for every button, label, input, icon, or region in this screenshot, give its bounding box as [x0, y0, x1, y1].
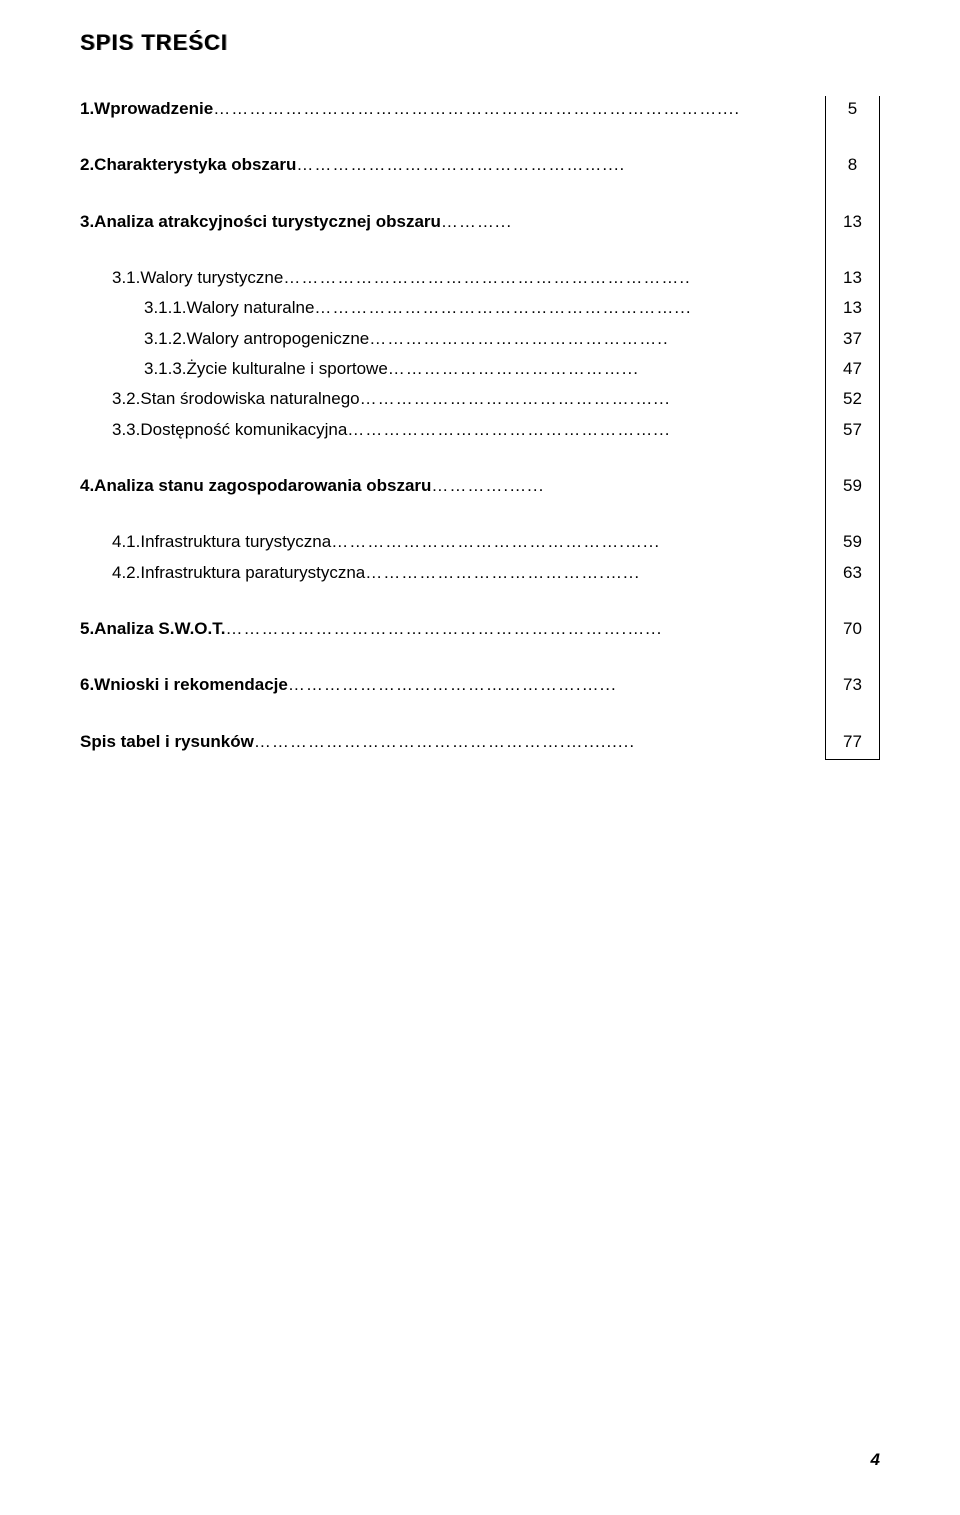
toc-spacer [80, 503, 825, 529]
toc-spacer [826, 590, 879, 616]
toc-container: 1.Wprowadzenie …………………………………………………………………… [80, 96, 880, 760]
toc-spacer [826, 447, 879, 473]
toc-spacer [826, 183, 879, 209]
toc-row: 3.Analiza atrakcyjności turystycznej obs… [80, 209, 825, 235]
toc-leader: ………………………………………………………………………….... [213, 96, 825, 122]
toc-leader: ………………………………….…... [365, 560, 825, 586]
toc-row: 1.Wprowadzenie …………………………………………………………………… [80, 96, 825, 122]
toc-leader: ………….…... [431, 473, 825, 499]
toc-spacer [826, 703, 879, 729]
toc-entry-label: Spis tabel i rysunków [80, 729, 254, 755]
toc-row: 2.Charakterystyka obszaru ……………………………………… [80, 152, 825, 178]
toc-spacer [826, 239, 879, 265]
toc-leader: ……………………………………………... [347, 417, 825, 443]
toc-entry-label: 3.3.Dostępność komunikacyjna [80, 417, 347, 443]
toc-leader: …………………………………... [388, 356, 825, 382]
toc-spacer [80, 126, 825, 152]
toc-leader: ………………………………………………………….…... [225, 616, 825, 642]
toc-entry-label: 3.1.2.Walory antropogeniczne [80, 326, 369, 352]
toc-page-number: 8 [826, 152, 879, 178]
toc-entry-label: 3.Analiza atrakcyjności turystycznej obs… [80, 209, 441, 235]
toc-page-number: 63 [826, 560, 879, 586]
toc-row: 3.1.1.Walory naturalne ……………………………………………… [80, 295, 825, 321]
toc-row: 6.Wnioski i rekomendacje ………………………………………… [80, 672, 825, 698]
toc-spacer [826, 646, 879, 672]
toc-page-number: 70 [826, 616, 879, 642]
toc-row: Spis tabel i rysunków …………………………………………….… [80, 729, 825, 755]
toc-page-number: 13 [826, 209, 879, 235]
toc-spacer [826, 126, 879, 152]
toc-spacer [80, 183, 825, 209]
toc-row: 5.Analiza S.W.O.T. ………………………………………………………… [80, 616, 825, 642]
toc-row: 4.Analiza stanu zagospodarowania obszaru… [80, 473, 825, 499]
toc-entry-label: 6.Wnioski i rekomendacje [80, 672, 288, 698]
toc-page-number: 13 [826, 295, 879, 321]
toc-spacer [80, 447, 825, 473]
toc-spacer [826, 503, 879, 529]
toc-page-number: 57 [826, 417, 879, 443]
toc-spacer [80, 646, 825, 672]
toc-spacer [80, 703, 825, 729]
toc-row: 3.2.Stan środowiska naturalnego ……………………… [80, 386, 825, 412]
toc-entry-label: 3.1.Walory turystyczne [80, 265, 283, 291]
toc-entry-label: 2.Charakterystyka obszaru [80, 152, 296, 178]
toc-leader: ………………………………………….. [369, 326, 825, 352]
toc-leader: …………………………………………….…......... [254, 729, 825, 755]
toc-page-number: 52 [826, 386, 879, 412]
toc-leader: ……………………………………….…... [360, 386, 825, 412]
toc-page-number: 5 [826, 96, 879, 122]
toc-row: 4.1.Infrastruktura turystyczna ………………………… [80, 529, 825, 555]
toc-row: 3.1.Walory turystyczne ……………………………………………… [80, 265, 825, 291]
toc-entry-label: 4.1.Infrastruktura turystyczna [80, 529, 331, 555]
toc-entry-label: 5.Analiza S.W.O.T. [80, 616, 225, 642]
toc-title: SPIS TREŚCI [80, 30, 880, 56]
toc-spacer [80, 239, 825, 265]
toc-entry-label: 3.1.3.Życie kulturalne i sportowe [80, 356, 388, 382]
toc-leader: ………………………………………….…... [331, 529, 825, 555]
toc-entry-label: 4.Analiza stanu zagospodarowania obszaru [80, 473, 431, 499]
page-number: 4 [871, 1450, 880, 1470]
toc-page-number: 37 [826, 326, 879, 352]
toc-leader: …………………………………………….... [296, 152, 825, 178]
toc-labels-column: 1.Wprowadzenie …………………………………………………………………… [80, 96, 825, 760]
toc-pages-column: 5 8 13 13 13 37 47 52 57 59 59 63 70 73 77 [825, 96, 880, 760]
toc-entry-label: 3.1.1.Walory naturalne [80, 295, 314, 321]
toc-page-number: 77 [826, 729, 879, 755]
toc-leader: ………………………………………….…... [288, 672, 825, 698]
toc-row: 3.1.2.Walory antropogeniczne ……………………………… [80, 326, 825, 352]
toc-spacer [80, 590, 825, 616]
toc-page-number: 73 [826, 672, 879, 698]
toc-page-number: 59 [826, 473, 879, 499]
toc-entry-label: 3.2.Stan środowiska naturalnego [80, 386, 360, 412]
toc-row: 3.1.3.Życie kulturalne i sportowe ………………… [80, 356, 825, 382]
toc-row: 3.3.Dostępność komunikacyjna ……………………………… [80, 417, 825, 443]
toc-entry-label: 1.Wprowadzenie [80, 96, 213, 122]
toc-entry-label: 4.2.Infrastruktura paraturystyczna [80, 560, 365, 586]
toc-page-number: 47 [826, 356, 879, 382]
toc-leader: ……………………………………………………... [314, 295, 825, 321]
toc-row: 4.2.Infrastruktura paraturystyczna ……………… [80, 560, 825, 586]
toc-leader: ………... [441, 209, 825, 235]
toc-page-number: 13 [826, 265, 879, 291]
toc-page-number: 59 [826, 529, 879, 555]
toc-leader: ………………………………………………………….. [283, 265, 825, 291]
